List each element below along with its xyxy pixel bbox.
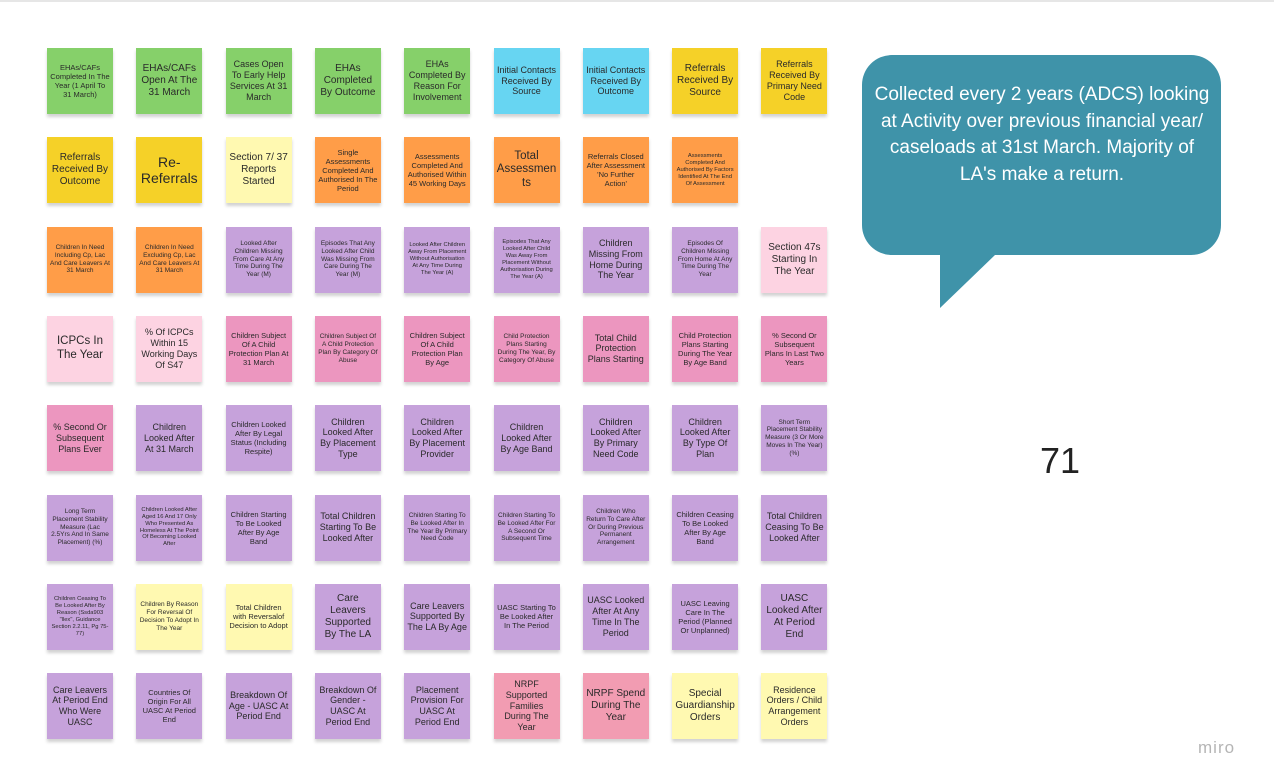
sticky-note[interactable]: UASC Starting To Be Looked After In The …	[493, 583, 560, 650]
sticky-note[interactable]: Total Children Starting To Be Looked Aft…	[314, 494, 381, 561]
sticky-note[interactable]: Children Looked After By Legal Status (I…	[225, 405, 292, 472]
sticky-note[interactable]: ICPCs In The Year	[47, 315, 113, 382]
sticky-note[interactable]: Referrals Received By Outcome	[47, 137, 113, 204]
sticky-note[interactable]: % Second Or Subsequent Plans In Last Two…	[761, 315, 828, 382]
sticky-note[interactable]: Section 7/ 37 Reports Started	[225, 137, 292, 204]
sticky-note[interactable]: Care Leavers At Period End Who Were UASC	[47, 673, 113, 740]
sticky-note[interactable]: Looked After Children Missing From Care …	[225, 226, 292, 293]
speech-bubble	[862, 55, 1221, 308]
sticky-note[interactable]: Children Subject Of A Child Protection P…	[314, 315, 381, 382]
sticky-note[interactable]: Initial Contacts Received By Outcome	[582, 48, 649, 114]
sticky-note[interactable]: Children Looked After By Primary Need Co…	[582, 405, 649, 472]
sticky-note[interactable]: % Second Or Subsequent Plans Ever	[47, 405, 113, 472]
sticky-note[interactable]: Children Missing From Home During The Ye…	[582, 226, 649, 293]
sticky-note[interactable]: Children Looked After By Placement Provi…	[404, 405, 471, 472]
count-label: 71	[1039, 440, 1081, 481]
sticky-note[interactable]: Child Protection Plans Starting During T…	[672, 315, 739, 382]
sticky-note[interactable]: Referrals Closed After Assessment 'No Fu…	[582, 137, 649, 204]
sticky-note[interactable]: UASC Looked After At Any Time In The Per…	[582, 583, 649, 650]
sticky-note[interactable]: Children Ceasing To Be Looked After By A…	[672, 494, 739, 561]
sticky-note[interactable]: Episodes Of Children Missing From Home A…	[672, 226, 739, 293]
sticky-note[interactable]: EHAs/CAFs Completed In The Year (1 April…	[47, 48, 113, 114]
sticky-note[interactable]: Children In Need Excluding Cp, Lac And C…	[136, 226, 203, 293]
sticky-note[interactable]: Children Looked After Aged 16 And 17 Onl…	[136, 494, 203, 561]
sticky-note[interactable]: Children Starting To Be Looked After By …	[225, 494, 292, 561]
sticky-note[interactable]: Re-Referrals	[136, 137, 203, 204]
sticky-note[interactable]: Section 47s Starting In The Year	[761, 226, 828, 293]
sticky-note[interactable]: Referrals Received By Source	[672, 48, 739, 114]
sticky-note[interactable]: Initial Contacts Received By Source	[493, 48, 560, 114]
sticky-note[interactable]: Care Leavers Supported By The LA By Age	[404, 583, 471, 650]
sticky-note[interactable]: Episodes That Any Looked After Child Was…	[314, 226, 381, 293]
sticky-note[interactable]: Children In Need Including Cp, Lac And C…	[47, 226, 113, 293]
sticky-note[interactable]: Total Child Protection Plans Starting	[582, 315, 649, 382]
sticky-note[interactable]: Residence Orders / Child Arrangement Ord…	[761, 673, 828, 740]
sticky-note[interactable]: Children Starting To Be Looked After For…	[493, 494, 560, 561]
miro-logo: miro	[1198, 738, 1236, 757]
sticky-note[interactable]: Breakdown Of Age - UASC At Period End	[225, 673, 292, 740]
sticky-note[interactable]: Countries Of Origin For All UASC At Peri…	[136, 673, 203, 740]
sticky-note[interactable]: Child Protection Plans Starting During T…	[493, 315, 560, 382]
sticky-note[interactable]: Total Assessments	[493, 137, 560, 204]
sticky-note[interactable]: NRPF Supported Families During The Year	[493, 673, 560, 740]
sticky-note[interactable]: Long Term Placement Stability Measure (L…	[47, 494, 113, 561]
sticky-note[interactable]: Single Assessments Completed And Authori…	[314, 137, 381, 204]
sticky-note[interactable]: Referrals Received By Primary Need Code	[761, 48, 828, 114]
sticky-note[interactable]: EHAs Completed By Reason For Involvement	[404, 48, 471, 114]
sticky-note[interactable]: Children Ceasing To Be Looked After By R…	[47, 583, 113, 650]
speech-bubble-shape	[862, 55, 1221, 308]
sticky-note[interactable]: EHAs Completed By Outcome	[314, 48, 381, 114]
sticky-note[interactable]: Care Leavers Supported By The LA	[314, 583, 381, 650]
sticky-note[interactable]: Children Looked After By Placement Type	[314, 405, 381, 472]
sticky-note[interactable]: Children Looked After At 31 March	[136, 405, 203, 472]
sticky-note[interactable]: Special Guardianship Orders	[672, 673, 739, 740]
sticky-note[interactable]: Breakdown Of Gender - UASC At Period End	[314, 673, 381, 740]
sticky-note[interactable]: Episodes That Any Looked After Child Was…	[493, 226, 560, 293]
top-border	[0, 0, 1274, 2]
speech-bubble-text: Collected every 2 years (ADCS) looking a…	[874, 84, 1210, 185]
sticky-note[interactable]: EHAs/CAFs Open At The 31 March	[136, 48, 203, 114]
sticky-note[interactable]: Assessments Completed And Authorised By …	[672, 137, 739, 204]
sticky-note[interactable]: Children Subject Of A Child Protection P…	[225, 315, 292, 382]
sticky-note[interactable]: Placement Provision For UASC At Period E…	[404, 673, 471, 740]
sticky-note[interactable]: % Of ICPCs Within 15 Working Days Of S47	[136, 315, 203, 382]
sticky-note[interactable]: Total Children Ceasing To Be Looked Afte…	[761, 494, 828, 561]
sticky-note[interactable]: Assessments Completed And Authorised Wit…	[404, 137, 471, 204]
sticky-note[interactable]: Total Children with Reversalof Decision …	[225, 583, 292, 650]
sticky-note[interactable]: Children By Reason For Reversal Of Decis…	[136, 583, 203, 650]
sticky-note[interactable]: Children Looked After By Type Of Plan	[672, 405, 739, 472]
sticky-note[interactable]: Children Looked After By Age Band	[493, 405, 560, 472]
sticky-note[interactable]: NRPF Spend During The Year	[582, 673, 649, 740]
sticky-note[interactable]: UASC Leaving Care In The Period (Planned…	[672, 583, 739, 650]
sticky-note[interactable]: Looked After Children Away From Placemen…	[404, 226, 471, 293]
sticky-note[interactable]: Children Subject Of A Child Protection P…	[404, 315, 471, 382]
sticky-note[interactable]: Children Who Return To Care After Or Dur…	[582, 494, 649, 561]
sticky-note[interactable]: UASC Looked After At Period End	[761, 583, 828, 650]
sticky-note[interactable]: Children Starting To Be Looked After In …	[404, 494, 471, 561]
sticky-note[interactable]: Short Term Placement Stability Measure (…	[761, 405, 828, 472]
sticky-note[interactable]: Cases Open To Early Help Services At 31 …	[225, 48, 292, 114]
